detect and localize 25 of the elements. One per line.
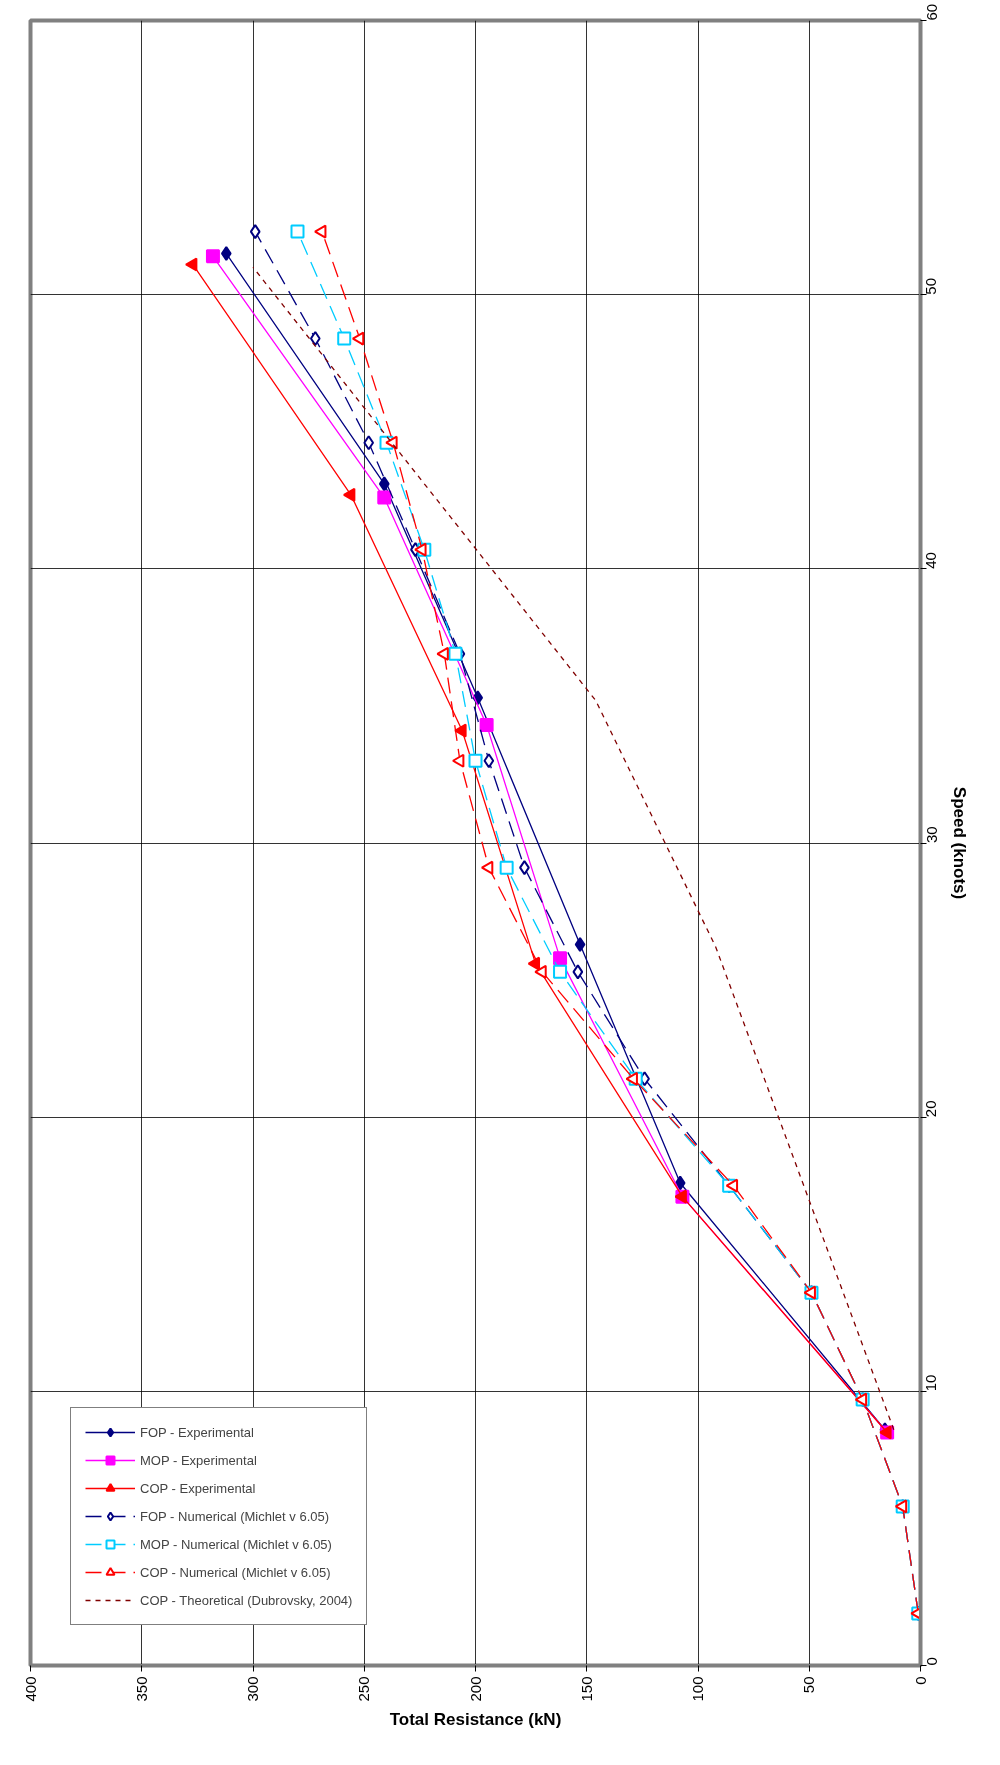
legend-label: MOP - Experimental [140,1452,257,1468]
legend-label: MOP - Numerical (Michlet v 6.05) [140,1536,332,1552]
legend-label: COP - Theoretical (Dubrovsky, 2004) [140,1592,353,1608]
x-tick-label: 250 [355,1676,373,1702]
x-tick-label: 200 [466,1676,484,1702]
legend-label: COP - Experimental [140,1480,256,1496]
y-tick-label: 40 [922,552,940,569]
x-tick-label: 0 [911,1676,929,1685]
y-axis-title: Speed (knots) [949,786,969,900]
y-tick-label: 60 [922,3,940,21]
x-tick-label: 350 [132,1676,150,1702]
legend-label: COP - Numerical (Michlet v 6.05) [140,1564,331,1580]
x-tick-label: 150 [577,1676,595,1702]
legend-label: FOP - Numerical (Michlet v 6.05) [140,1508,330,1524]
x-tick-label: 300 [244,1676,261,1702]
y-tick-label: 20 [922,1100,940,1118]
x-tick-label: 50 [800,1676,818,1694]
y-tick-label: 30 [922,826,940,843]
y-tick-label: 0 [922,1657,940,1666]
legend-label: FOP - Experimental [140,1424,254,1440]
x-axis-title: Total Resistance (kN) [389,1709,562,1729]
y-tick-label: 10 [922,1374,940,1392]
y-tick-label: 50 [922,277,940,295]
x-tick-label: 100 [689,1676,706,1702]
x-tick-label: 400 [21,1676,39,1702]
